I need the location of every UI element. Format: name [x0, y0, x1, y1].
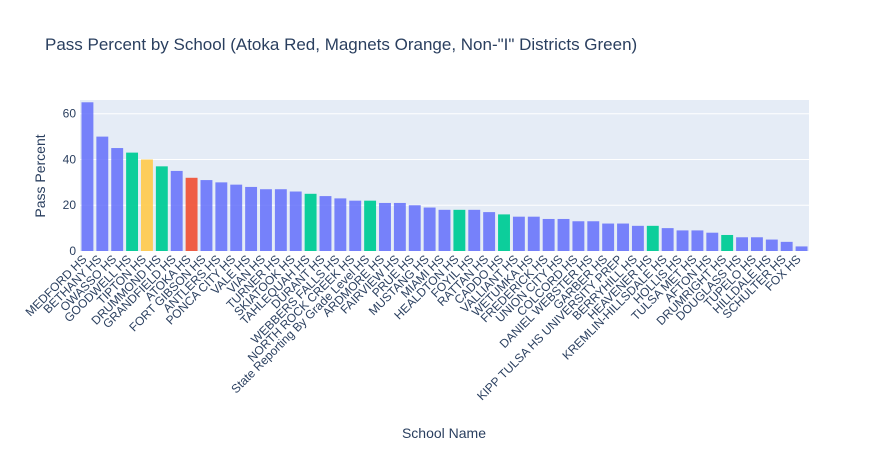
- bar: [245, 186, 258, 251]
- bar: [96, 136, 109, 251]
- bar: [468, 209, 481, 251]
- bar: [260, 189, 272, 251]
- bar: [631, 225, 644, 251]
- bar: [289, 191, 302, 251]
- bar: [274, 189, 287, 251]
- bar: [691, 230, 704, 251]
- bar: [750, 237, 763, 251]
- bar: [527, 216, 540, 251]
- bar: [111, 148, 124, 251]
- bar: [215, 182, 228, 251]
- bar: [393, 202, 406, 251]
- bar: [661, 228, 674, 251]
- y-tick-labels: 0 20 40 60: [63, 107, 77, 258]
- bar: [319, 196, 332, 251]
- chart-title: Pass Percent by School (Atoka Red, Magne…: [45, 35, 637, 54]
- bar: [438, 209, 451, 251]
- bar: [676, 230, 689, 251]
- bar: [200, 180, 213, 251]
- bar: [706, 232, 719, 251]
- y-tick-label: 60: [63, 107, 77, 121]
- bar: [230, 184, 243, 251]
- bar: [155, 166, 168, 251]
- bar: [379, 202, 391, 251]
- bar: [557, 218, 570, 251]
- bar: [185, 177, 198, 251]
- bar: [304, 193, 317, 251]
- y-axis-title: Pass Percent: [32, 134, 48, 217]
- bar: [780, 241, 793, 251]
- bar: [140, 159, 153, 251]
- y-tick-label: 20: [63, 198, 77, 212]
- bar: [334, 198, 347, 251]
- bar: [512, 216, 525, 251]
- bar: [721, 234, 734, 251]
- bar: [126, 152, 139, 251]
- bar: [765, 239, 778, 251]
- bar: [170, 170, 183, 251]
- bar: [736, 237, 749, 251]
- y-tick-label: 0: [69, 244, 76, 258]
- bar: [602, 223, 615, 251]
- bar: [453, 209, 466, 251]
- bar: [498, 214, 510, 251]
- bar: [617, 223, 629, 251]
- bar: [408, 205, 421, 251]
- bar: [572, 221, 585, 251]
- bar: [81, 102, 94, 252]
- bars: [81, 102, 808, 252]
- bar: [483, 212, 496, 251]
- bar: [349, 200, 362, 251]
- y-tick-label: 40: [63, 152, 77, 166]
- x-axis-title: School Name: [402, 425, 486, 441]
- bar: [646, 225, 659, 251]
- bar: [587, 221, 600, 251]
- bar: [423, 207, 436, 251]
- bar: [795, 246, 808, 251]
- bar: [364, 200, 377, 251]
- bar: [542, 218, 555, 251]
